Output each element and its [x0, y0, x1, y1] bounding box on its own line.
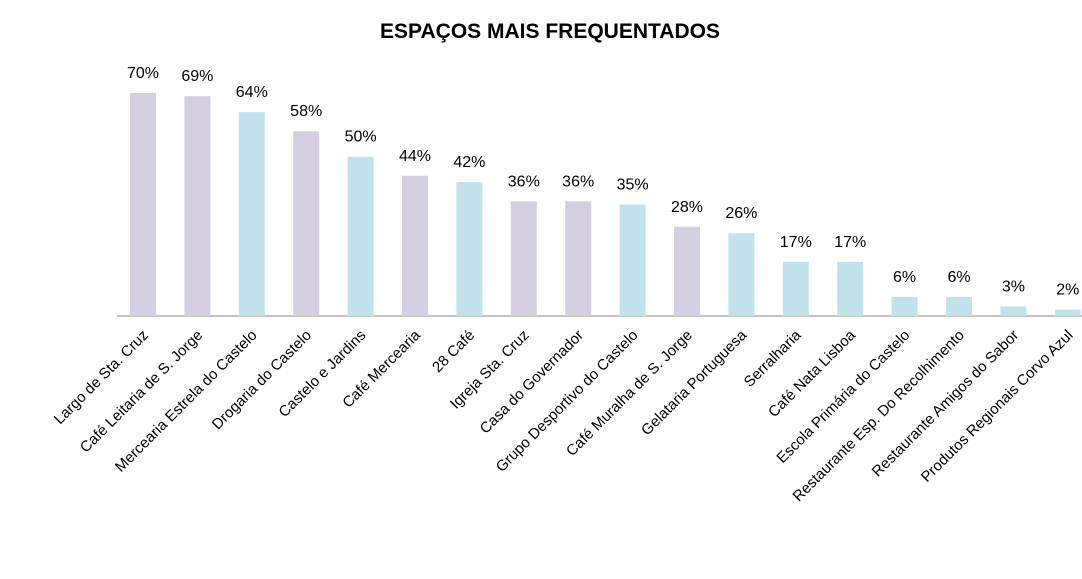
bar — [347, 156, 374, 316]
bar — [837, 261, 864, 316]
data-label: 42% — [453, 154, 485, 171]
bar — [891, 296, 918, 316]
data-label: 28% — [671, 199, 703, 216]
bar — [456, 182, 483, 316]
data-label: 58% — [290, 103, 322, 120]
x-tick-label: Drogaria do Castelo — [209, 327, 315, 433]
bar — [402, 175, 428, 316]
x-tick-label: Casa do Governador — [477, 327, 587, 437]
x-tick-label: Gelataria Portuguesa — [638, 326, 751, 439]
data-label: 44% — [399, 148, 431, 165]
data-label: 3% — [1002, 278, 1025, 295]
data-label: 36% — [562, 173, 594, 190]
data-label: 6% — [893, 269, 916, 286]
data-label: 17% — [780, 234, 812, 251]
x-tick-label: Largo de Sta. Cruz — [51, 327, 152, 428]
bar — [1000, 306, 1027, 316]
data-label: 69% — [181, 68, 213, 85]
data-label: 17% — [834, 234, 866, 251]
data-label: 70% — [127, 65, 159, 82]
x-tick-label: 28 Café — [429, 327, 478, 376]
data-label: 36% — [508, 173, 540, 190]
chart-title: ESPAÇOS MAIS FREQUENTADOS — [380, 20, 720, 43]
bar — [184, 96, 211, 316]
data-label: 6% — [947, 269, 970, 286]
bar — [619, 204, 646, 316]
bar — [782, 261, 809, 316]
data-label: 64% — [236, 84, 268, 101]
data-label: 26% — [725, 205, 757, 222]
bar — [946, 296, 972, 316]
bar — [510, 201, 537, 316]
bar — [238, 112, 265, 316]
bar — [728, 233, 755, 316]
data-label: 35% — [617, 177, 649, 194]
bar — [1054, 309, 1081, 316]
data-label: 50% — [345, 129, 377, 146]
bar — [674, 226, 700, 316]
bar — [293, 131, 320, 316]
bar — [130, 93, 156, 316]
bar — [565, 201, 592, 316]
data-label: 2% — [1056, 282, 1079, 299]
